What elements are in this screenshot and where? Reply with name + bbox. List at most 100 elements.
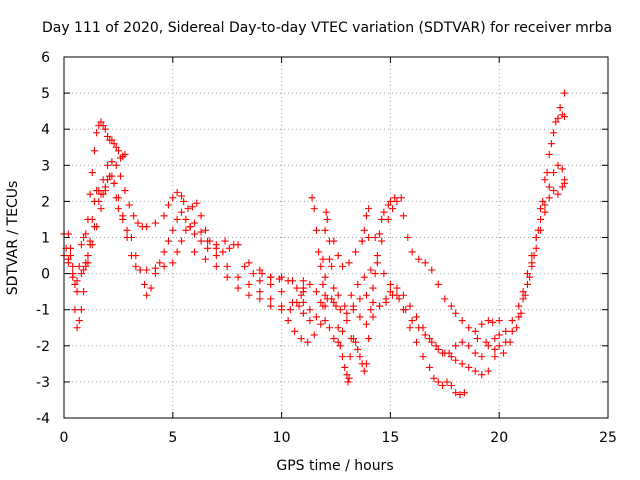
data-point xyxy=(452,342,460,350)
data-point xyxy=(86,190,94,198)
data-point xyxy=(66,252,75,260)
data-point xyxy=(513,324,521,332)
data-point xyxy=(299,298,307,307)
data-point xyxy=(471,327,479,335)
data-point xyxy=(306,306,314,314)
data-point xyxy=(534,226,542,234)
data-point xyxy=(336,306,344,314)
data-point xyxy=(204,237,212,245)
data-point xyxy=(112,143,120,151)
data-point xyxy=(114,147,122,155)
data-point xyxy=(173,188,181,196)
data-point xyxy=(80,233,88,242)
data-point xyxy=(412,338,421,346)
data-point xyxy=(121,187,129,195)
data-point xyxy=(95,197,103,205)
data-point xyxy=(443,378,451,386)
data-point xyxy=(201,255,209,263)
data-point xyxy=(156,259,164,267)
data-point xyxy=(182,215,190,223)
data-point xyxy=(406,302,414,310)
series-spikes xyxy=(308,194,399,386)
data-point xyxy=(530,252,538,260)
data-point xyxy=(526,273,534,281)
y-tick-label: 6 xyxy=(41,50,50,66)
y-tick-label: 0 xyxy=(41,267,50,283)
y-tick-label: 5 xyxy=(41,86,50,102)
data-point xyxy=(528,259,536,267)
data-point xyxy=(319,280,327,288)
data-point xyxy=(321,226,329,234)
data-point xyxy=(317,320,325,328)
data-point xyxy=(491,335,499,343)
data-point xyxy=(284,316,292,325)
data-point xyxy=(334,252,342,260)
data-point xyxy=(389,205,397,213)
data-point xyxy=(223,273,231,281)
data-point xyxy=(169,226,177,234)
data-point xyxy=(77,306,85,314)
data-point xyxy=(389,291,397,299)
data-point xyxy=(117,172,125,180)
data-point xyxy=(101,183,109,191)
data-point xyxy=(108,158,116,166)
data-point xyxy=(358,237,366,245)
data-point xyxy=(64,230,72,238)
data-point xyxy=(439,381,447,390)
data-point xyxy=(536,215,545,223)
data-point xyxy=(164,201,172,209)
data-point xyxy=(134,219,142,227)
grid-layer xyxy=(64,57,608,418)
data-point xyxy=(338,327,347,335)
data-point xyxy=(330,335,338,343)
data-point xyxy=(321,273,329,281)
data-point xyxy=(447,381,455,390)
data-point xyxy=(362,360,371,368)
data-point xyxy=(267,302,275,310)
data-point xyxy=(325,237,334,245)
data-point xyxy=(369,313,377,321)
data-point xyxy=(452,389,460,397)
data-point xyxy=(386,280,394,288)
data-point xyxy=(378,215,386,223)
series-track-j xyxy=(528,111,569,267)
data-point xyxy=(330,284,338,292)
data-point xyxy=(71,280,79,288)
data-point xyxy=(428,338,436,346)
data-point xyxy=(367,266,375,274)
data-point xyxy=(249,270,257,278)
data-point xyxy=(112,161,120,169)
data-point xyxy=(430,374,438,382)
data-point xyxy=(556,103,564,112)
y-tick-label: -2 xyxy=(36,339,50,355)
data-point xyxy=(452,309,460,317)
data-point xyxy=(426,363,434,372)
data-point xyxy=(558,165,566,173)
data-point xyxy=(495,316,503,325)
data-point xyxy=(123,233,131,242)
data-point xyxy=(234,284,242,292)
data-point xyxy=(386,197,394,205)
data-point xyxy=(362,291,371,299)
data-point xyxy=(408,248,416,256)
data-point xyxy=(495,331,503,339)
data-point xyxy=(306,280,314,288)
data-point xyxy=(404,233,412,242)
data-point xyxy=(69,270,77,278)
data-point xyxy=(523,270,532,278)
y-tick-label: 4 xyxy=(41,122,50,138)
data-point xyxy=(415,255,423,263)
data-point xyxy=(82,230,90,238)
data-point xyxy=(380,270,388,278)
data-point xyxy=(338,262,347,270)
data-point xyxy=(317,262,325,270)
data-point xyxy=(415,324,423,332)
y-tick-label: -1 xyxy=(36,303,50,319)
data-point xyxy=(406,324,414,332)
data-point xyxy=(127,252,136,260)
data-point xyxy=(328,262,336,270)
data-point xyxy=(332,302,340,310)
data-point xyxy=(256,295,264,303)
